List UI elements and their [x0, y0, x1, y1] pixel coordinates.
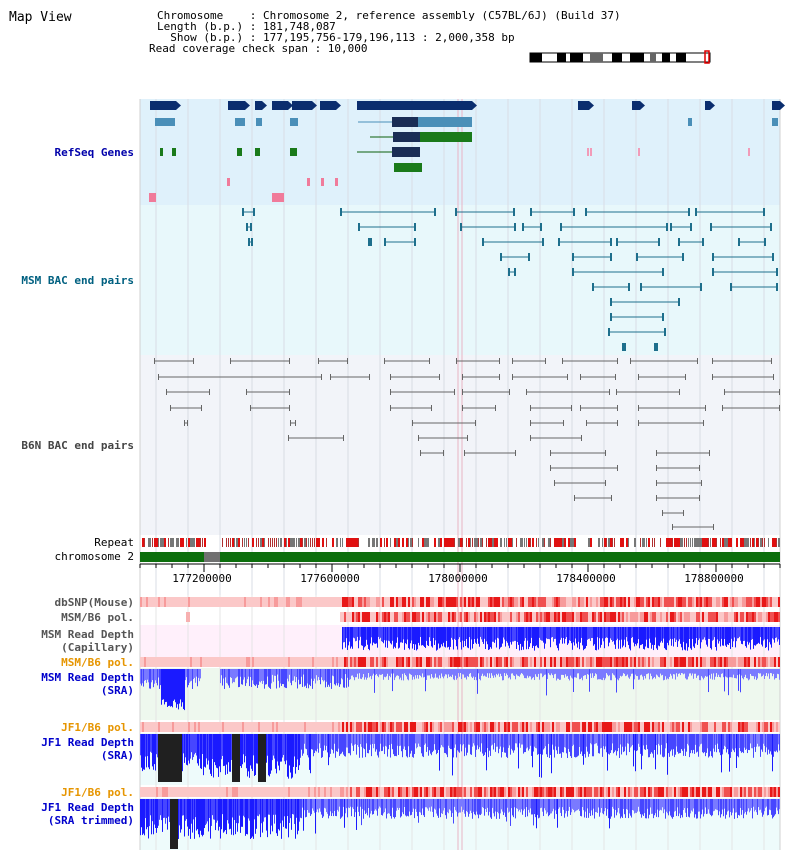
show-line: Show (b.p.) : 177,195,756-179,196,113 : … — [157, 31, 515, 44]
jf1-b6-pol-track[interactable] — [140, 722, 780, 732]
ideogram-position-marker[interactable] — [704, 50, 710, 64]
refseq-gene-2[interactable] — [228, 101, 245, 110]
axis-tick-label[interactable]: 178800000 — [684, 572, 744, 585]
track-label-jf1-b6-pol-trim: JF1/B6 pol. — [61, 786, 134, 799]
refseq-gene-7[interactable] — [357, 101, 472, 110]
refseq-gene-3[interactable] — [255, 101, 262, 110]
refseq-gene-8[interactable] — [578, 101, 589, 110]
chromosome-info: Chromosome : Chromosome 2, reference ass… — [149, 10, 621, 54]
axis-tick-label[interactable]: 178400000 — [556, 572, 616, 585]
chromosome-bar[interactable] — [140, 552, 780, 562]
jf1-depth-trim-track[interactable] — [140, 799, 780, 849]
jf1-depth-track[interactable] — [140, 734, 780, 782]
refseq-gene-short[interactable] — [394, 163, 422, 172]
track-label-msm-depth-cap: MSM Read Depth (Capillary) — [41, 628, 134, 654]
track-label-msm-depth-sra: MSM Read Depth (SRA) — [41, 671, 134, 697]
refseq-gene-6[interactable] — [320, 101, 336, 110]
track-label-jf1-depth-trim: JF1 Read Depth (SRA trimmed) — [41, 801, 134, 827]
msm-depth-sra-track[interactable] — [140, 669, 780, 711]
msm-depth-cap-track[interactable] — [342, 627, 780, 651]
track-label-msm-b6-pol-cap: MSM/B6 pol. — [61, 611, 134, 624]
track-label-b6n-bac: B6N BAC end pairs — [21, 439, 134, 452]
track-label-refseq: RefSeq Genes — [54, 146, 134, 159]
refseq-gene-10[interactable] — [705, 101, 710, 110]
coverage-line: Read coverage check span : 10,000 — [149, 42, 368, 55]
repeat-track[interactable] — [142, 538, 780, 547]
track-label-repeat: Repeat — [94, 536, 134, 549]
refseq-gene-5[interactable] — [292, 101, 312, 110]
axis-tick-label[interactable]: 178000000 — [428, 572, 488, 585]
refseq-gene-11[interactable] — [772, 101, 780, 110]
jf1-b6-pol-trim-track[interactable] — [140, 787, 780, 797]
track-label-chromosome: chromosome 2 — [54, 550, 134, 563]
refseq-gene-1[interactable] — [150, 101, 176, 110]
map-header: Map View Chromosome : Chromosome 2, refe… — [0, 0, 800, 99]
refseq-gene-4[interactable] — [272, 101, 288, 110]
dbsnp-track[interactable] — [140, 597, 780, 607]
msm-b6-pol-sra-track[interactable] — [140, 657, 780, 667]
length-line: Length (b.p.) : 181,748,087 — [157, 20, 336, 33]
page-title: Map View — [9, 10, 72, 25]
track-label-jf1-depth: JF1 Read Depth (SRA) — [41, 736, 134, 762]
track-label-dbsnp: dbSNP(Mouse) — [54, 596, 134, 609]
msm-b6-pol-cap-track[interactable] — [340, 612, 780, 622]
track-label-msm-bac: MSM BAC end pairs — [21, 274, 134, 287]
axis-tick-label[interactable]: 177600000 — [300, 572, 360, 585]
track-label-msm-b6-pol-sra: MSM/B6 pol. — [61, 656, 134, 669]
axis-tick-label[interactable]: 177200000 — [172, 572, 232, 585]
refseq-gene-9[interactable] — [632, 101, 640, 110]
track-label-jf1-b6-pol: JF1/B6 pol. — [61, 721, 134, 734]
chromosome-line: Chromosome : Chromosome 2, reference ass… — [157, 9, 621, 22]
chromosome-ideogram[interactable] — [0, 0, 800, 99]
